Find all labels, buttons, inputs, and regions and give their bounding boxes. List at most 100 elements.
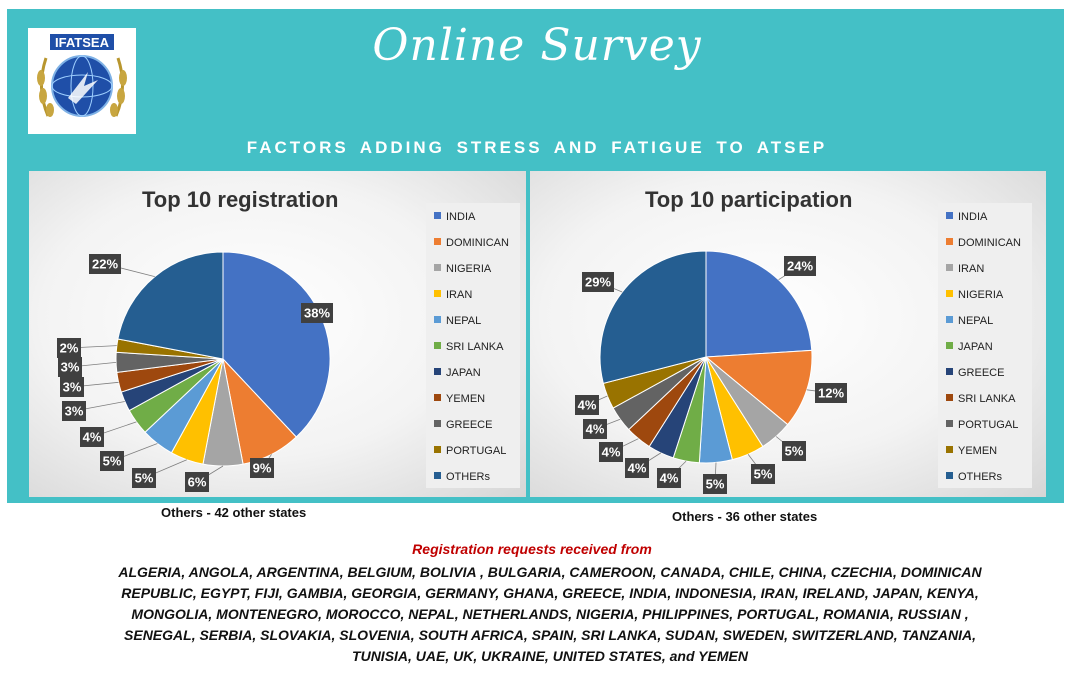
legend-label: INDIA [446,211,476,223]
legend-item-greece: GREECE [434,419,492,431]
chart-title: Top 10 registration [142,187,339,212]
data-label: 3% [63,380,82,395]
registration-chart: Top 10 registration 38% 9% 6% 5% 5% 4% 3% 3% 3% 2… [29,171,526,497]
data-label: 4% [602,445,621,460]
legend-item-dominican: DOMINICAN [434,237,509,249]
legend-label: GREECE [446,419,493,431]
data-label-box [132,468,156,488]
data-label-box [58,357,82,377]
data-label: 3% [61,360,80,375]
legend-swatch [434,420,441,427]
legend-item-iran: IRAN [434,289,472,301]
legend-swatch [946,368,953,375]
data-label: 24% [787,259,813,274]
legend-swatch [946,290,953,297]
data-label-box [185,472,209,492]
legend-swatch [434,342,441,349]
legend-label: NEPAL [446,315,482,327]
legend-item-nepal: NEPAL [946,315,993,327]
data-label: 4% [586,422,605,437]
legend-item-japan: JAPAN [946,341,993,353]
legend-swatch [434,446,441,453]
participation-others-note: Others - 36 other states [672,509,818,524]
pie-slice-others [599,250,707,384]
registration-countries: ALGERIA, ANGOLA, ARGENTINA, BELGIUM, BOL… [118,564,982,664]
legend-label: SRI LANKA [446,341,504,353]
legend-item-japan: JAPAN [434,367,481,379]
legend-label: DOMINICAN [446,237,509,249]
ifatsea-logo: IFATSEA [28,28,136,134]
data-label-box [599,442,623,462]
legend-label: IRAN [958,263,985,275]
legend-swatch [946,446,953,453]
legend-label: JAPAN [958,341,993,353]
data-label-box [60,377,84,397]
legend-item-nigeria: NIGERIA [434,263,491,275]
legend-swatch [434,316,441,323]
data-label-box [89,254,121,274]
legend-swatch [434,368,441,375]
data-label-box [57,338,81,358]
data-label-box [301,303,333,323]
legend-swatch [946,394,953,401]
laurel-wreath-icon [37,57,127,117]
data-label: 9% [253,461,272,476]
data-label: 5% [103,454,122,469]
legend-label: NIGERIA [958,289,1004,301]
registration-heading: Registration requests received from [412,541,652,557]
data-label: 6% [188,475,207,490]
data-label-box [250,458,274,478]
registration-others-note: Others - 42 other states [161,505,307,520]
legend-swatch [434,290,441,297]
data-label-box [62,401,86,421]
legend-item-india: INDIA [434,211,475,223]
data-label-box [782,441,806,461]
legend-item-nepal: NEPAL [434,315,481,327]
data-label: 3% [65,404,84,419]
pie-slice-india [705,250,813,358]
data-label: 4% [628,461,647,476]
data-label-box [784,256,816,276]
legend-label: YEMEN [958,445,998,457]
chart-title: Top 10 participation [645,187,853,212]
data-label: 38% [304,306,330,321]
data-label-box [815,383,847,403]
legend-swatch [946,264,953,271]
legend-item-dominican: DOMINICAN [946,237,1021,249]
data-label: 5% [135,471,154,486]
legend-label: JAPAN [446,367,481,379]
data-label: 4% [578,398,597,413]
page-subtitle: FACTORS ADDING STRESS AND FATIGUE TO ATS… [246,138,828,157]
legend-label: PORTUGAL [958,419,1019,431]
participation-legend: INDIA DOMINICAN IRAN NIGERIA NEPAL JAPAN GREEC… [938,203,1032,488]
data-label: 5% [754,467,773,482]
legend-swatch [946,342,953,349]
legend-label: DOMINICAN [958,237,1021,249]
participation-chart: Top 10 participation 24% 12% 5% 5% 5% 4% 4% 4% 4… [530,171,1046,497]
legend-item-india: INDIA [946,211,987,223]
data-label: 4% [83,430,102,445]
data-label: 5% [706,477,725,492]
data-label-box [583,419,607,439]
page-title: Online Survey [372,20,702,71]
legend-swatch [434,472,441,479]
legend-swatch [946,238,953,245]
legend-swatch [434,238,441,245]
data-label: 22% [92,257,118,272]
legend-swatch [434,212,441,219]
legend-swatch [946,212,953,219]
logo-text: IFATSEA [55,35,110,50]
data-label-box [100,451,124,471]
legend-label: NIGERIA [446,263,492,275]
legend-item-portugal: PORTUGAL [434,445,506,457]
legend-label: IRAN [446,289,473,301]
legend-item-yemen: YEMEN [946,445,997,457]
data-label-box [582,272,614,292]
legend-item-greece: GREECE [946,367,1004,379]
legend-swatch [946,420,953,427]
legend-swatch [946,472,953,479]
legend-item-iran: IRAN [946,263,984,275]
legend-item-yemen: YEMEN [434,393,485,405]
legend-item-others: OTHERs [946,471,1002,483]
legend-item-sri-lanka: SRI LANKA [434,341,503,353]
